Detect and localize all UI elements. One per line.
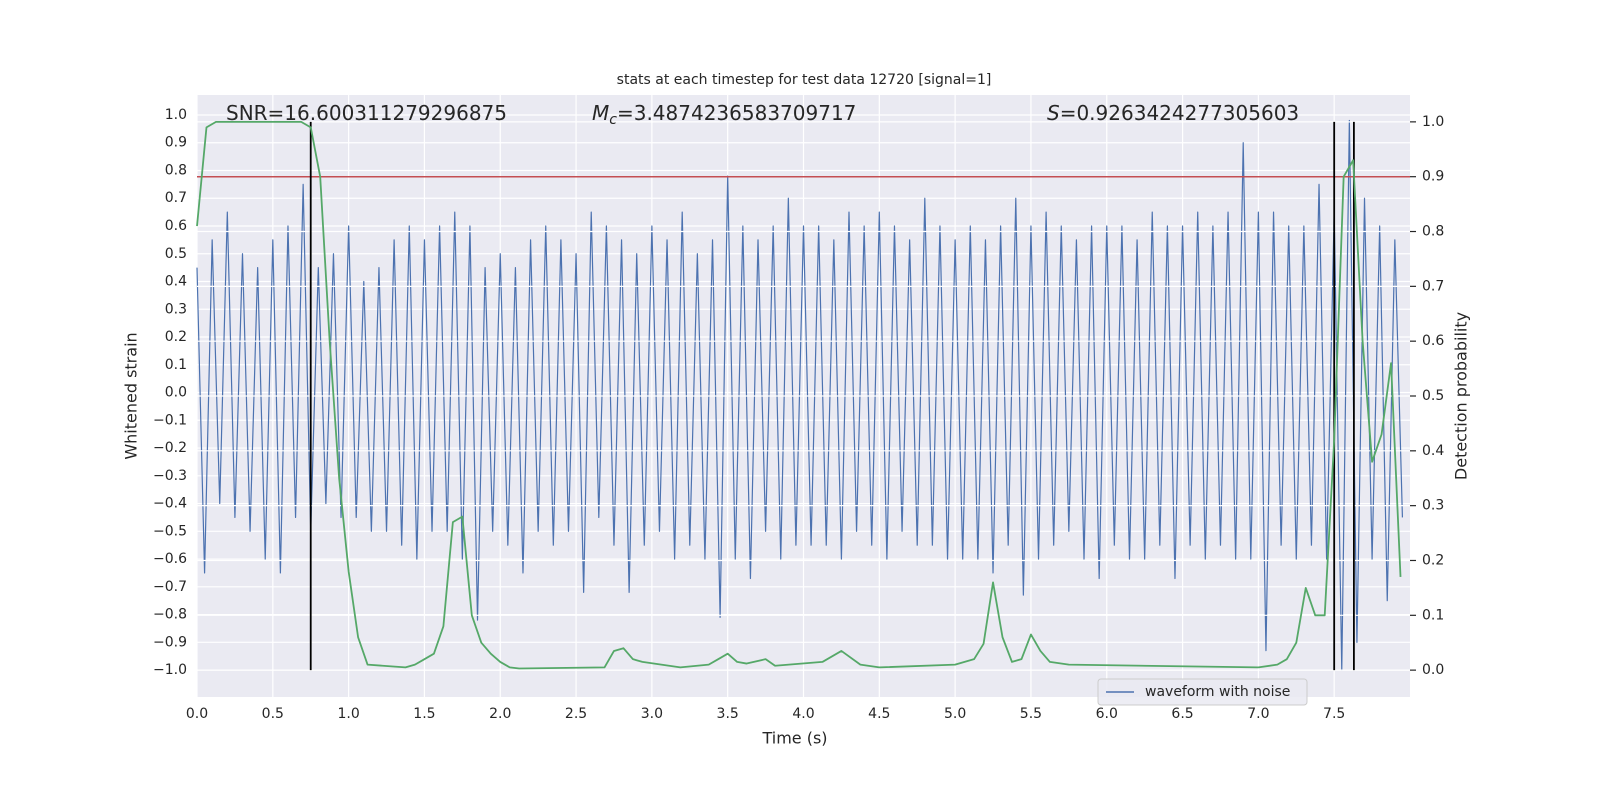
y2-axis-label: Detection probability [1452, 312, 1471, 480]
x-tick-label: 0.0 [186, 706, 208, 722]
x-axis-label: Time (s) [761, 729, 827, 748]
x-tick-label: 3.0 [641, 706, 663, 722]
y2-tick-label: 0.1 [1422, 607, 1444, 623]
x-tick-label: 2.5 [565, 706, 587, 722]
y-tick-label: 0.7 [165, 190, 187, 206]
x-tick-label: 5.5 [1020, 706, 1042, 722]
y-tick-label: −0.5 [153, 523, 187, 539]
annotation: S=0.9263424277305603 [1047, 101, 1299, 125]
y2-tick-label: 0.6 [1422, 333, 1444, 349]
x-tick-label: 7.5 [1323, 706, 1345, 722]
data-line [196, 119, 1404, 671]
y2-tick-label: 0.8 [1422, 224, 1444, 240]
y-tick-label: −0.3 [153, 468, 187, 484]
y-axis-label: Whitened strain [122, 332, 141, 459]
y2-tick-label: 0.2 [1422, 552, 1444, 568]
y-tick-label: −0.8 [153, 607, 187, 623]
y2-tick-label: 0.4 [1422, 443, 1444, 459]
y-tick-label: 0.5 [165, 246, 187, 262]
y2-tick-label: 0.3 [1422, 498, 1444, 514]
y-tick-label: 0.6 [165, 218, 187, 234]
x-tick-label: 1.5 [413, 706, 435, 722]
y-tick-label: −0.2 [153, 440, 187, 456]
legend-box [1097, 678, 1308, 706]
annotation-subscript: c [609, 112, 617, 128]
x-tick-label: 6.0 [1096, 706, 1118, 722]
y-tick-label: −0.6 [153, 551, 187, 567]
legend-label: waveform with noise [1145, 684, 1290, 700]
annotation-symbol: S [1047, 101, 1060, 125]
x-tick-label: 2.0 [489, 706, 511, 722]
chart-title: stats at each timestep for test data 127… [617, 72, 992, 88]
annotation: Mc=3.4874236583709717 [592, 101, 856, 129]
y2-tick-label: 0.0 [1422, 662, 1444, 678]
x-tick-label: 3.5 [717, 706, 739, 722]
y2-tick-label: 0.9 [1422, 169, 1444, 185]
annotation-symbol: M [592, 101, 609, 125]
annotation-text: SNR=16.600311279296875 [226, 101, 507, 125]
x-tick-label: 5.0 [944, 706, 966, 722]
y-tick-label: 1.0 [165, 107, 187, 123]
y-tick-label: −0.1 [153, 412, 187, 428]
data-line [196, 120, 1402, 670]
x-tick-label: 1.0 [337, 706, 359, 722]
annotation-text: =3.4874236583709717 [617, 101, 856, 125]
y-tick-label: 0.8 [165, 162, 187, 178]
x-tick-label: 4.5 [868, 706, 890, 722]
y2-tick-label: 0.5 [1422, 388, 1444, 404]
y-tick-label: 0.1 [165, 357, 187, 373]
x-tick-label: 4.0 [792, 706, 814, 722]
x-tick-label: 7.0 [1247, 706, 1269, 722]
y-tick-label: 0.0 [165, 385, 187, 401]
x-tick-label: 6.5 [1171, 706, 1193, 722]
y-tick-label: −0.9 [153, 634, 187, 650]
x-tick-label: 0.5 [262, 706, 284, 722]
annotation: SNR=16.600311279296875 [226, 101, 507, 125]
y-tick-label: 0.4 [165, 274, 187, 290]
y-tick-label: −1.0 [153, 662, 187, 678]
y-tick-label: −0.7 [153, 579, 187, 595]
y2-tick-label: 1.0 [1422, 114, 1444, 130]
y-tick-label: 0.2 [165, 329, 187, 345]
y-tick-label: 0.3 [165, 301, 187, 317]
y2-tick-label: 0.7 [1422, 278, 1444, 294]
y-tick-label: 0.9 [165, 135, 187, 151]
annotation-text: =0.9263424277305603 [1060, 101, 1299, 125]
y-tick-label: −0.4 [153, 496, 187, 512]
